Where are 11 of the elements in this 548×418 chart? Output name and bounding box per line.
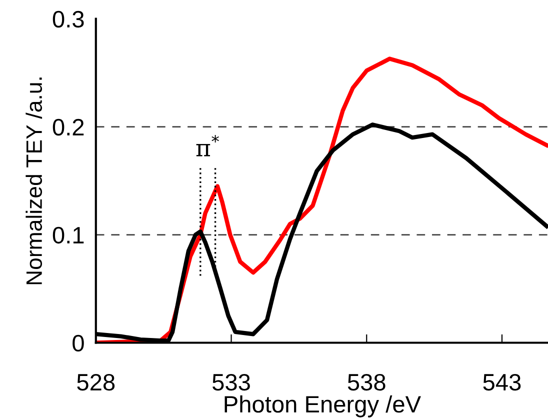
y-tick-label: 0 <box>72 334 84 352</box>
y-tick-label: 0.3 <box>52 10 84 28</box>
annotation: π$^{*}$ <box>196 134 219 156</box>
x-tick-label: 533 <box>212 374 250 391</box>
x-tick-label: 528 <box>77 374 115 391</box>
y-tick-label: 0.1 <box>52 226 84 244</box>
x-axis-title: Photon Energy /eV <box>224 395 421 418</box>
x-tick-label: 538 <box>348 374 386 391</box>
y-tick-label: 0.2 <box>52 118 84 136</box>
y-axis-title: Normalized TEY /a.u. <box>26 78 42 284</box>
x-tick-label: 543 <box>483 374 521 391</box>
